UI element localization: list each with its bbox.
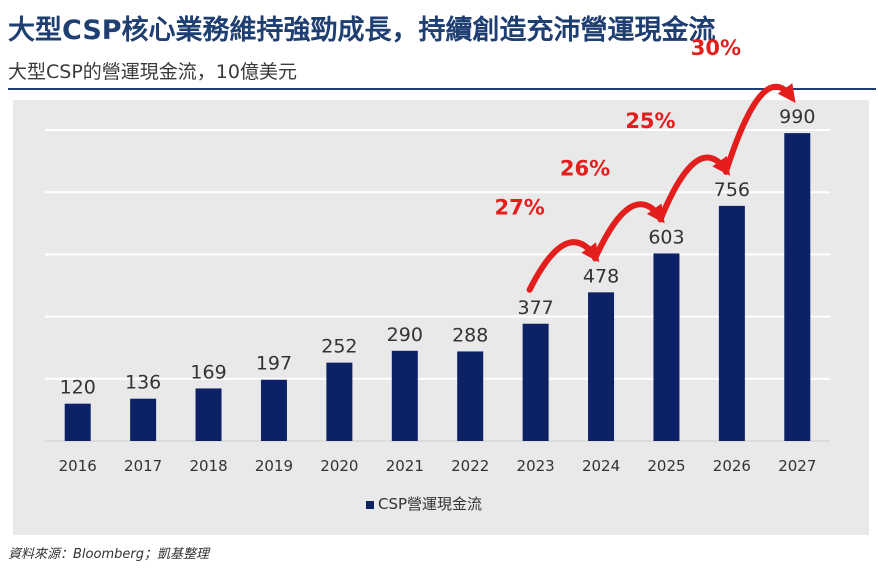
legend-label: CSP營運現金流 <box>378 495 482 513</box>
x-tick-label: 2026 <box>713 457 751 475</box>
page-subtitle: 大型CSP的營運現金流，10億美元 <box>8 61 297 83</box>
growth-rate-label: 30% <box>691 36 741 60</box>
growth-arrow <box>657 154 731 223</box>
growth-arrow <box>592 201 665 262</box>
x-tick-label: 2024 <box>582 457 620 475</box>
x-tick-label: 2018 <box>189 457 227 475</box>
source-note: 資料來源：Bloomberg；凱基整理 <box>8 547 209 562</box>
data-label: 756 <box>714 179 750 201</box>
data-label: 120 <box>60 377 96 399</box>
bar <box>195 388 222 441</box>
x-tick-label: 2016 <box>59 457 97 475</box>
bar <box>653 253 680 441</box>
data-label: 197 <box>256 353 292 375</box>
growth-rate-label: 26% <box>560 156 610 180</box>
x-tick-label: 2022 <box>451 457 489 475</box>
bar <box>588 292 615 441</box>
bar <box>326 362 353 441</box>
data-label: 290 <box>387 324 423 346</box>
bar <box>260 379 287 441</box>
x-tick-label: 2025 <box>647 457 685 475</box>
data-label: 136 <box>125 372 161 394</box>
growth-arrow <box>526 239 600 293</box>
data-label: 169 <box>190 361 226 383</box>
data-label: 252 <box>321 336 357 358</box>
data-label: 990 <box>779 106 815 128</box>
growth-rate-label: 27% <box>494 195 544 219</box>
x-tick-label: 2021 <box>386 457 424 475</box>
page-title: 大型CSP核心業務維持強勁成長，持續創造充沛營運現金流 <box>8 15 716 46</box>
bar <box>522 323 549 441</box>
x-tick-label: 2023 <box>517 457 555 475</box>
legend-swatch <box>366 501 374 509</box>
x-tick-label: 2017 <box>124 457 162 475</box>
bar <box>130 398 157 441</box>
x-tick-label: 2020 <box>320 457 358 475</box>
data-label: 377 <box>517 297 553 319</box>
data-label: 478 <box>583 265 619 287</box>
bar <box>64 403 91 441</box>
x-tick-label: 2027 <box>778 457 816 475</box>
title-divider <box>8 88 876 90</box>
growth-arrow <box>722 83 796 175</box>
data-label: 288 <box>452 324 488 346</box>
growth-rate-label: 25% <box>625 109 675 133</box>
data-label: 603 <box>648 226 684 248</box>
x-tick-label: 2019 <box>255 457 293 475</box>
bar <box>784 133 811 442</box>
bar <box>391 350 418 441</box>
bar <box>718 205 745 441</box>
bar <box>457 351 484 441</box>
